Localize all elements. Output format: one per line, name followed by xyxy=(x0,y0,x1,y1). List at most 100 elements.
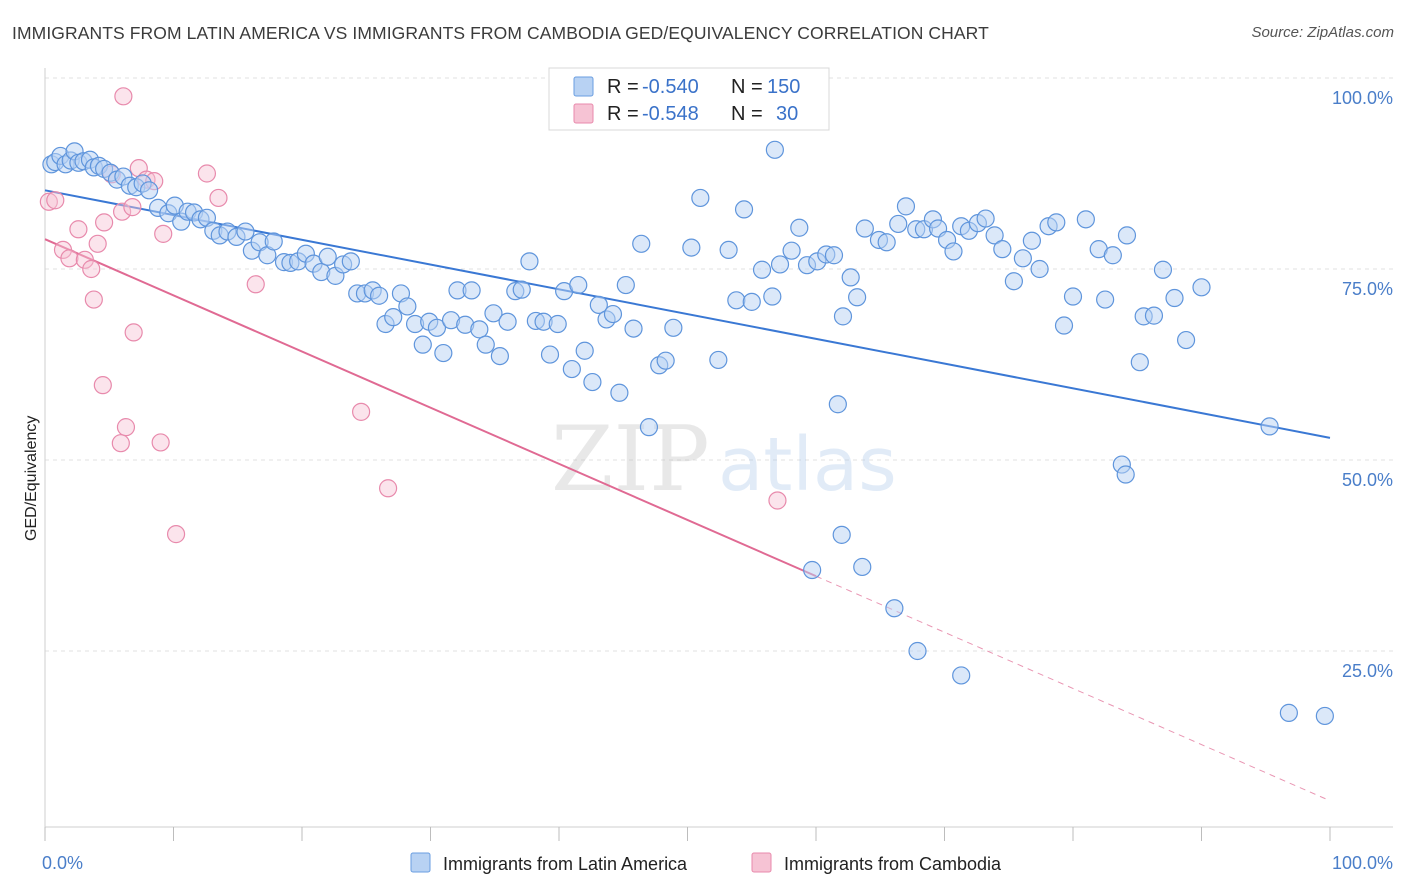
data-point-cambodia xyxy=(124,323,143,342)
data-point-cambodia xyxy=(123,198,142,217)
data-point-latin-america xyxy=(1260,417,1279,436)
data-point-latin-america xyxy=(1004,272,1023,291)
data-point-cambodia xyxy=(95,213,114,232)
data-point-latin-america xyxy=(682,238,701,257)
legend-swatch-cambodia xyxy=(751,852,772,873)
data-point-latin-america xyxy=(889,214,908,234)
data-point-latin-america xyxy=(318,247,337,266)
data-point-latin-america xyxy=(484,304,503,323)
data-point-latin-america xyxy=(656,351,675,370)
data-point-latin-america xyxy=(763,287,782,306)
data-point-latin-america xyxy=(709,350,728,370)
data-point-latin-america xyxy=(752,260,772,279)
data-point-cambodia xyxy=(46,191,65,210)
data-point-latin-america xyxy=(434,343,453,363)
data-point-cambodia xyxy=(154,224,173,243)
data-point-latin-america xyxy=(1192,278,1211,297)
data-point-latin-america xyxy=(885,599,904,618)
data-point-latin-america xyxy=(476,335,495,354)
series-latin-america-points xyxy=(42,140,1334,726)
data-point-latin-america xyxy=(1130,353,1149,372)
stats-n-value-1: 150 xyxy=(767,76,800,98)
stats-n-label-2: N = xyxy=(731,103,763,125)
stats-n-label-1: N = xyxy=(731,76,763,98)
data-point-latin-america xyxy=(1116,465,1135,484)
y-axis-label: GED/Equivalency xyxy=(23,416,40,541)
stats-r-value-1: -0.540 xyxy=(642,76,699,98)
data-point-latin-america xyxy=(1030,259,1049,279)
data-point-latin-america xyxy=(1144,306,1164,325)
y-tick-label-50: 50.0% xyxy=(1342,470,1393,490)
legend-label-cambodia: Immigrants from Cambodia xyxy=(784,854,1002,874)
data-point-latin-america xyxy=(1117,226,1137,245)
data-point-latin-america xyxy=(1022,231,1041,250)
x-tick-label-0: 0.0% xyxy=(42,853,83,873)
data-point-latin-america xyxy=(1315,706,1334,726)
data-point-latin-america xyxy=(1063,287,1083,306)
data-point-latin-america xyxy=(616,275,635,295)
data-point-latin-america xyxy=(855,219,874,238)
data-point-latin-america xyxy=(976,209,995,228)
x-ticks xyxy=(44,827,1331,841)
data-point-latin-america xyxy=(727,291,746,310)
data-point-cambodia xyxy=(60,249,79,268)
stats-n-value-2: 30 xyxy=(776,103,798,125)
data-point-latin-america xyxy=(413,335,432,354)
data-point-latin-america xyxy=(470,320,489,339)
data-point-latin-america xyxy=(664,318,683,337)
data-point-cambodia xyxy=(151,433,170,452)
data-point-latin-america xyxy=(589,295,608,315)
x-tick-label-100: 100.0% xyxy=(1332,853,1393,873)
data-point-cambodia xyxy=(88,234,107,253)
trend-line-cambodia xyxy=(44,238,817,578)
data-point-latin-america xyxy=(603,304,623,324)
y-tick-label-25: 25.0% xyxy=(1342,661,1393,681)
data-point-latin-america xyxy=(853,557,872,577)
data-point-latin-america xyxy=(632,234,651,253)
data-point-latin-america xyxy=(828,395,847,414)
y-tick-label-100: 100.0% xyxy=(1332,88,1393,108)
chart-title: IMMIGRANTS FROM LATIN AMERICA VS IMMIGRA… xyxy=(12,23,989,43)
data-point-latin-america xyxy=(824,246,844,265)
data-point-latin-america xyxy=(832,525,851,544)
data-point-latin-america xyxy=(569,275,588,295)
data-point-latin-america xyxy=(490,346,509,366)
stats-legend: R = -0.540 N = 150 R = -0.548 N = 30 xyxy=(548,67,830,131)
watermark: ZIP atlas xyxy=(551,407,897,512)
data-point-latin-america xyxy=(384,308,403,327)
data-point-cambodia xyxy=(116,418,136,437)
data-point-latin-america xyxy=(512,280,531,299)
data-point-cambodia xyxy=(352,402,371,421)
data-point-latin-america xyxy=(341,252,360,271)
data-point-latin-america xyxy=(803,560,822,580)
data-point-cambodia xyxy=(112,202,132,221)
data-point-latin-america xyxy=(427,318,447,337)
data-point-latin-america xyxy=(877,233,896,252)
data-point-latin-america xyxy=(944,242,963,261)
source-label: Source: ZipAtlas.com xyxy=(1251,24,1394,41)
data-point-cambodia xyxy=(111,434,130,453)
data-point-latin-america xyxy=(742,292,761,311)
data-point-latin-america xyxy=(498,312,517,331)
stats-legend-box xyxy=(548,67,830,131)
data-point-latin-america xyxy=(562,359,581,379)
stats-legend-swatch-blue xyxy=(573,76,594,97)
data-point-cambodia xyxy=(82,259,101,279)
legend-swatch-latin-america xyxy=(410,852,431,873)
data-point-latin-america xyxy=(719,240,738,259)
stats-r-value-2: -0.548 xyxy=(642,103,699,125)
data-point-cambodia xyxy=(209,188,228,208)
stats-legend-swatch-pink xyxy=(573,103,594,124)
data-point-latin-america xyxy=(610,383,629,402)
data-point-latin-america xyxy=(848,288,867,307)
data-point-latin-america xyxy=(993,240,1012,259)
data-point-latin-america xyxy=(1096,290,1115,309)
data-point-latin-america xyxy=(770,255,790,274)
data-point-latin-america xyxy=(370,286,389,305)
data-point-latin-america xyxy=(841,268,860,287)
watermark-zip: ZIP xyxy=(551,407,710,512)
data-point-cambodia xyxy=(84,290,103,309)
data-point-latin-america xyxy=(1153,260,1173,279)
legend-label-latin-america: Immigrants from Latin America xyxy=(443,854,688,874)
data-point-latin-america xyxy=(734,200,754,219)
